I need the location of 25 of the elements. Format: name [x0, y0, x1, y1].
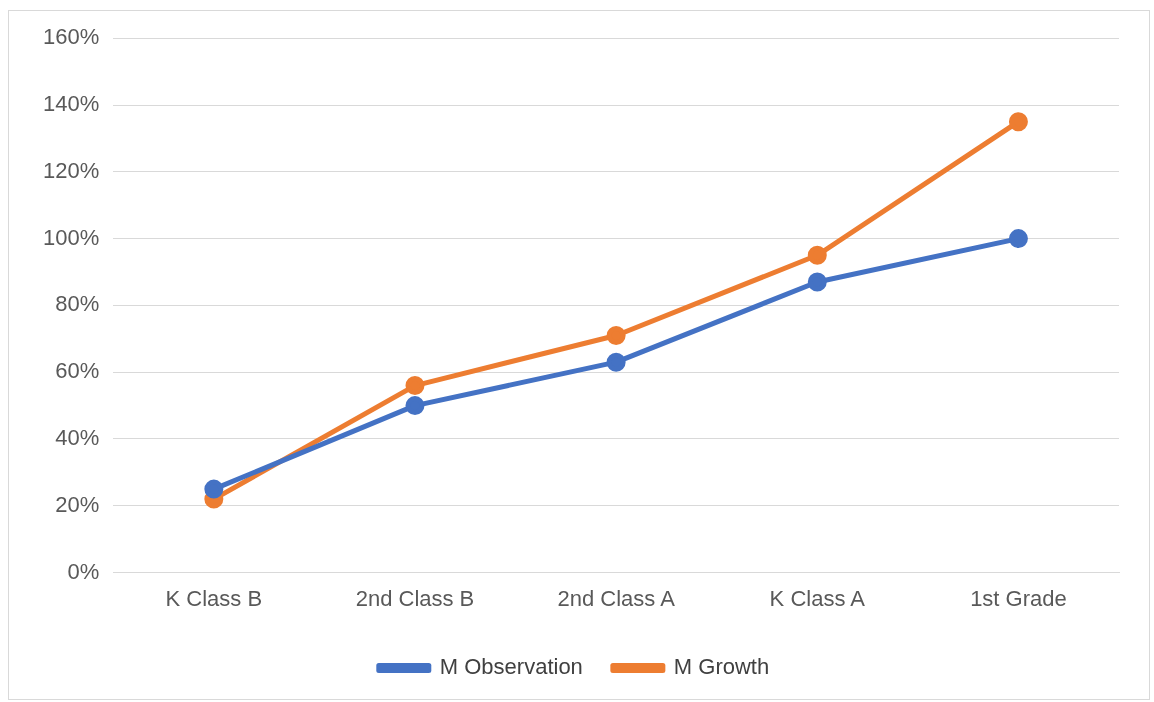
x-tick-label: 2nd Class A: [557, 585, 676, 611]
point: [807, 245, 827, 265]
point: [606, 352, 626, 372]
legend-label: M Observation: [439, 654, 583, 680]
x-tick-label: K Class B: [165, 585, 263, 611]
y-tick-label: 0%: [67, 558, 100, 584]
x-tick-label: 1st Grade: [970, 585, 1067, 611]
point: [1008, 229, 1028, 249]
point: [405, 396, 425, 416]
point: [405, 376, 425, 396]
point: [606, 325, 626, 345]
y-tick-label: 160%: [42, 24, 100, 50]
y-tick-label: 120%: [42, 157, 100, 183]
y-tick-label: 140%: [42, 91, 100, 117]
x-tick-label: 2nd Class B: [355, 585, 475, 611]
y-tick-label: 80%: [55, 291, 100, 317]
y-tick-label: 60%: [55, 358, 100, 384]
point: [204, 479, 224, 499]
point: [1008, 112, 1028, 132]
x-tick-label: K Class A: [769, 585, 866, 611]
legend-label: M Growth: [673, 654, 770, 680]
y-tick-label: 20%: [55, 491, 100, 517]
point: [807, 272, 827, 292]
y-tick-label: 40%: [55, 425, 100, 451]
y-tick-label: 100%: [42, 224, 100, 250]
